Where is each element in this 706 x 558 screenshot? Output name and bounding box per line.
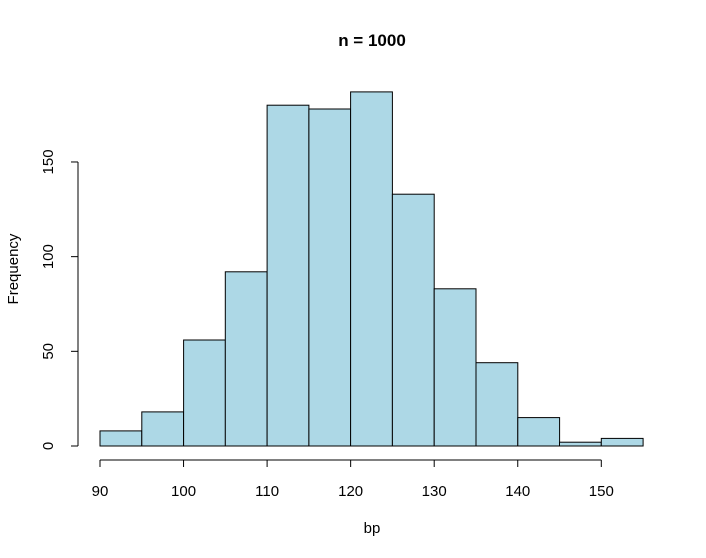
y-tick-label-0: 0 — [40, 442, 57, 450]
histogram-bar-105-110 — [224, 271, 268, 447]
chart-title: n = 1000 — [338, 31, 406, 50]
x-tick-label-90: 90 — [92, 483, 109, 500]
y-axis-label: Frequency — [5, 233, 22, 304]
histogram-bar-120-125 — [350, 91, 393, 447]
histogram-bar-95-100 — [141, 411, 185, 447]
y-tick-label-50: 50 — [40, 343, 57, 360]
x-tick-label-150: 150 — [589, 483, 614, 500]
x-tick-label-120: 120 — [338, 483, 363, 500]
histogram-bar-110-115 — [266, 104, 310, 447]
x-tick-label-130: 130 — [422, 483, 447, 500]
histogram-bar-150-155 — [600, 437, 644, 447]
x-tick-label-140: 140 — [505, 483, 530, 500]
x-tick-label-100: 100 — [171, 483, 196, 500]
x-axis: 90 100 110 120 130 140 150 — [92, 459, 614, 500]
bars-group — [99, 91, 644, 447]
histogram-bar-130-135 — [433, 288, 477, 447]
histogram-bar-140-145 — [517, 417, 561, 447]
histogram-bar-135-140 — [475, 362, 519, 447]
histogram-bar-100-105 — [183, 339, 226, 447]
histogram-bar-125-130 — [391, 193, 435, 447]
x-axis-label: bp — [364, 520, 381, 537]
y-axis: 0 50 100 150 — [40, 149, 79, 450]
histogram-bar-90-95 — [99, 430, 143, 447]
x-tick-label-110: 110 — [255, 483, 279, 500]
histogram-bar-145-150 — [559, 441, 602, 447]
y-tick-label-150: 150 — [40, 149, 57, 174]
histogram-bar-115-120 — [308, 108, 352, 447]
y-tick-label-100: 100 — [40, 244, 57, 269]
